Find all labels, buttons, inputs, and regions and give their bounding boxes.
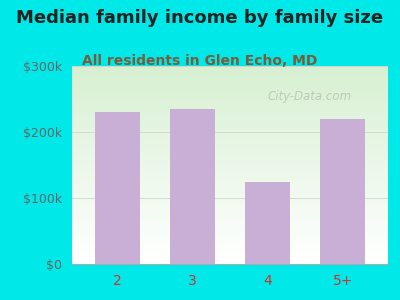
Text: City-Data.com: City-Data.com [268, 90, 352, 103]
Text: Median family income by family size: Median family income by family size [16, 9, 384, 27]
Bar [245, 182, 290, 264]
Bar [320, 119, 366, 264]
Bar [94, 112, 140, 264]
Bar [170, 109, 215, 264]
Text: All residents in Glen Echo, MD: All residents in Glen Echo, MD [82, 54, 318, 68]
